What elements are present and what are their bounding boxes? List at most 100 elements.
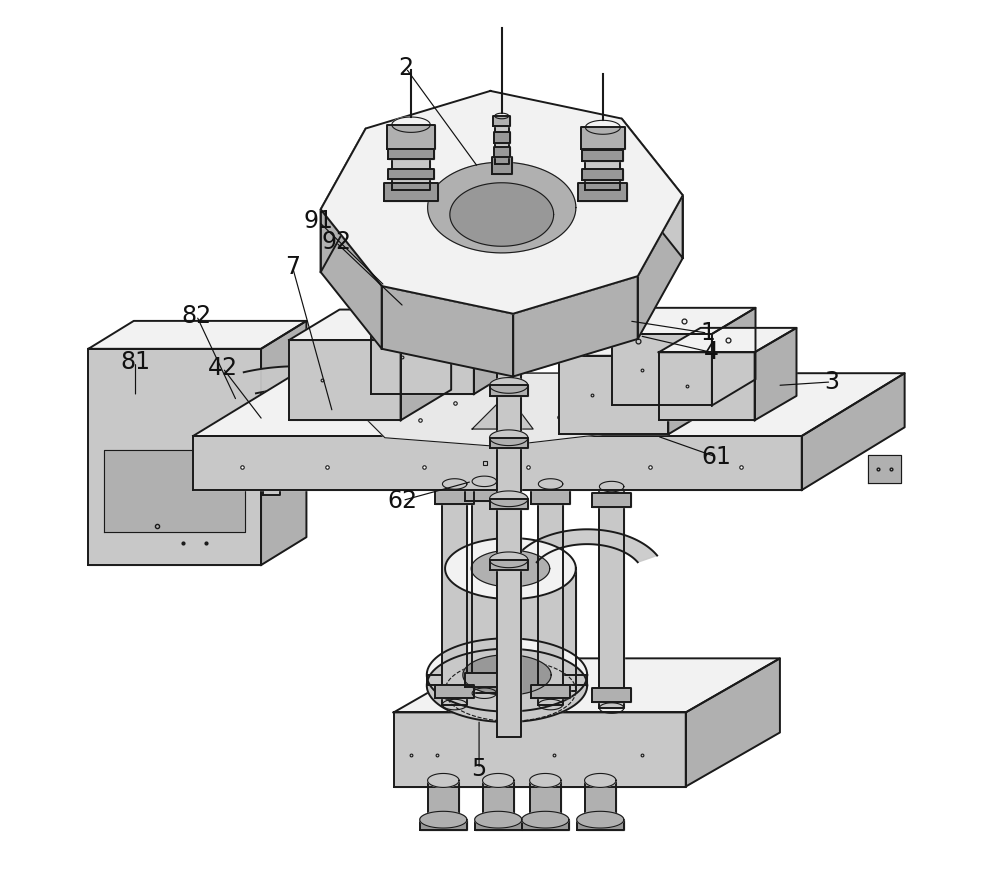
Polygon shape — [522, 820, 569, 830]
Polygon shape — [490, 385, 528, 396]
Polygon shape — [428, 773, 459, 787]
Polygon shape — [522, 811, 569, 828]
Polygon shape — [559, 327, 716, 356]
Polygon shape — [472, 394, 533, 429]
Polygon shape — [321, 91, 683, 314]
Polygon shape — [474, 292, 519, 394]
Text: 91: 91 — [304, 209, 334, 234]
Polygon shape — [490, 313, 528, 329]
Polygon shape — [490, 552, 528, 568]
Polygon shape — [513, 276, 638, 377]
Text: 4: 4 — [704, 340, 719, 364]
Polygon shape — [494, 146, 510, 157]
Polygon shape — [686, 658, 780, 787]
Text: 81: 81 — [121, 350, 151, 374]
Polygon shape — [463, 655, 551, 695]
Polygon shape — [321, 128, 366, 272]
Polygon shape — [371, 320, 474, 394]
Polygon shape — [585, 127, 620, 190]
Polygon shape — [263, 464, 280, 495]
Polygon shape — [472, 481, 497, 693]
Polygon shape — [420, 811, 467, 828]
Polygon shape — [582, 150, 623, 160]
Polygon shape — [420, 820, 467, 830]
Polygon shape — [490, 378, 528, 393]
Polygon shape — [371, 292, 519, 320]
Text: 61: 61 — [701, 445, 731, 469]
Polygon shape — [289, 340, 401, 420]
Polygon shape — [289, 310, 451, 340]
Polygon shape — [517, 529, 657, 562]
Polygon shape — [490, 560, 528, 570]
Polygon shape — [599, 481, 624, 492]
Polygon shape — [538, 479, 563, 489]
Text: 7: 7 — [285, 255, 300, 279]
Polygon shape — [435, 490, 474, 504]
Text: 3: 3 — [824, 370, 839, 394]
Text: 1: 1 — [700, 321, 715, 345]
Polygon shape — [659, 328, 796, 352]
Polygon shape — [755, 328, 796, 420]
Polygon shape — [465, 487, 504, 501]
Polygon shape — [577, 820, 624, 830]
Polygon shape — [495, 113, 509, 119]
Polygon shape — [622, 119, 683, 258]
Polygon shape — [559, 356, 668, 434]
Polygon shape — [387, 125, 435, 149]
Polygon shape — [483, 780, 514, 820]
Text: 62: 62 — [387, 488, 417, 513]
Polygon shape — [490, 321, 528, 331]
Polygon shape — [427, 675, 587, 685]
Polygon shape — [490, 438, 528, 448]
Polygon shape — [592, 493, 631, 507]
Polygon shape — [868, 455, 901, 483]
Polygon shape — [321, 209, 382, 349]
Polygon shape — [538, 484, 563, 705]
Text: 2: 2 — [398, 56, 413, 80]
Polygon shape — [582, 169, 623, 180]
Polygon shape — [392, 125, 430, 190]
Polygon shape — [428, 162, 576, 253]
Polygon shape — [585, 780, 616, 820]
Polygon shape — [475, 811, 522, 828]
Polygon shape — [427, 649, 587, 722]
Polygon shape — [465, 673, 504, 687]
Polygon shape — [394, 658, 780, 712]
Polygon shape — [592, 688, 631, 702]
Polygon shape — [494, 133, 510, 143]
Polygon shape — [445, 569, 576, 691]
Polygon shape — [612, 334, 712, 405]
Polygon shape — [659, 352, 755, 420]
Polygon shape — [585, 773, 616, 787]
Polygon shape — [712, 308, 755, 405]
Polygon shape — [475, 820, 522, 830]
Polygon shape — [493, 116, 510, 126]
Polygon shape — [388, 168, 434, 179]
Polygon shape — [472, 476, 497, 487]
Polygon shape — [490, 499, 528, 509]
Polygon shape — [577, 811, 624, 828]
Polygon shape — [585, 120, 620, 134]
Polygon shape — [497, 211, 521, 221]
Polygon shape — [193, 436, 802, 490]
Polygon shape — [530, 773, 561, 787]
Polygon shape — [599, 487, 624, 708]
Polygon shape — [261, 321, 306, 565]
Polygon shape — [88, 349, 261, 565]
Polygon shape — [244, 366, 444, 447]
Polygon shape — [445, 538, 576, 599]
Polygon shape — [384, 183, 438, 201]
Polygon shape — [638, 195, 683, 339]
Polygon shape — [401, 310, 451, 420]
Polygon shape — [668, 327, 716, 434]
Polygon shape — [578, 183, 627, 201]
Polygon shape — [392, 117, 430, 133]
Polygon shape — [193, 373, 905, 436]
Polygon shape — [495, 116, 509, 164]
Polygon shape — [382, 286, 513, 377]
Polygon shape — [388, 149, 434, 160]
Polygon shape — [531, 490, 570, 504]
Text: 92: 92 — [321, 230, 351, 255]
Polygon shape — [490, 491, 528, 507]
Text: 82: 82 — [181, 303, 212, 328]
